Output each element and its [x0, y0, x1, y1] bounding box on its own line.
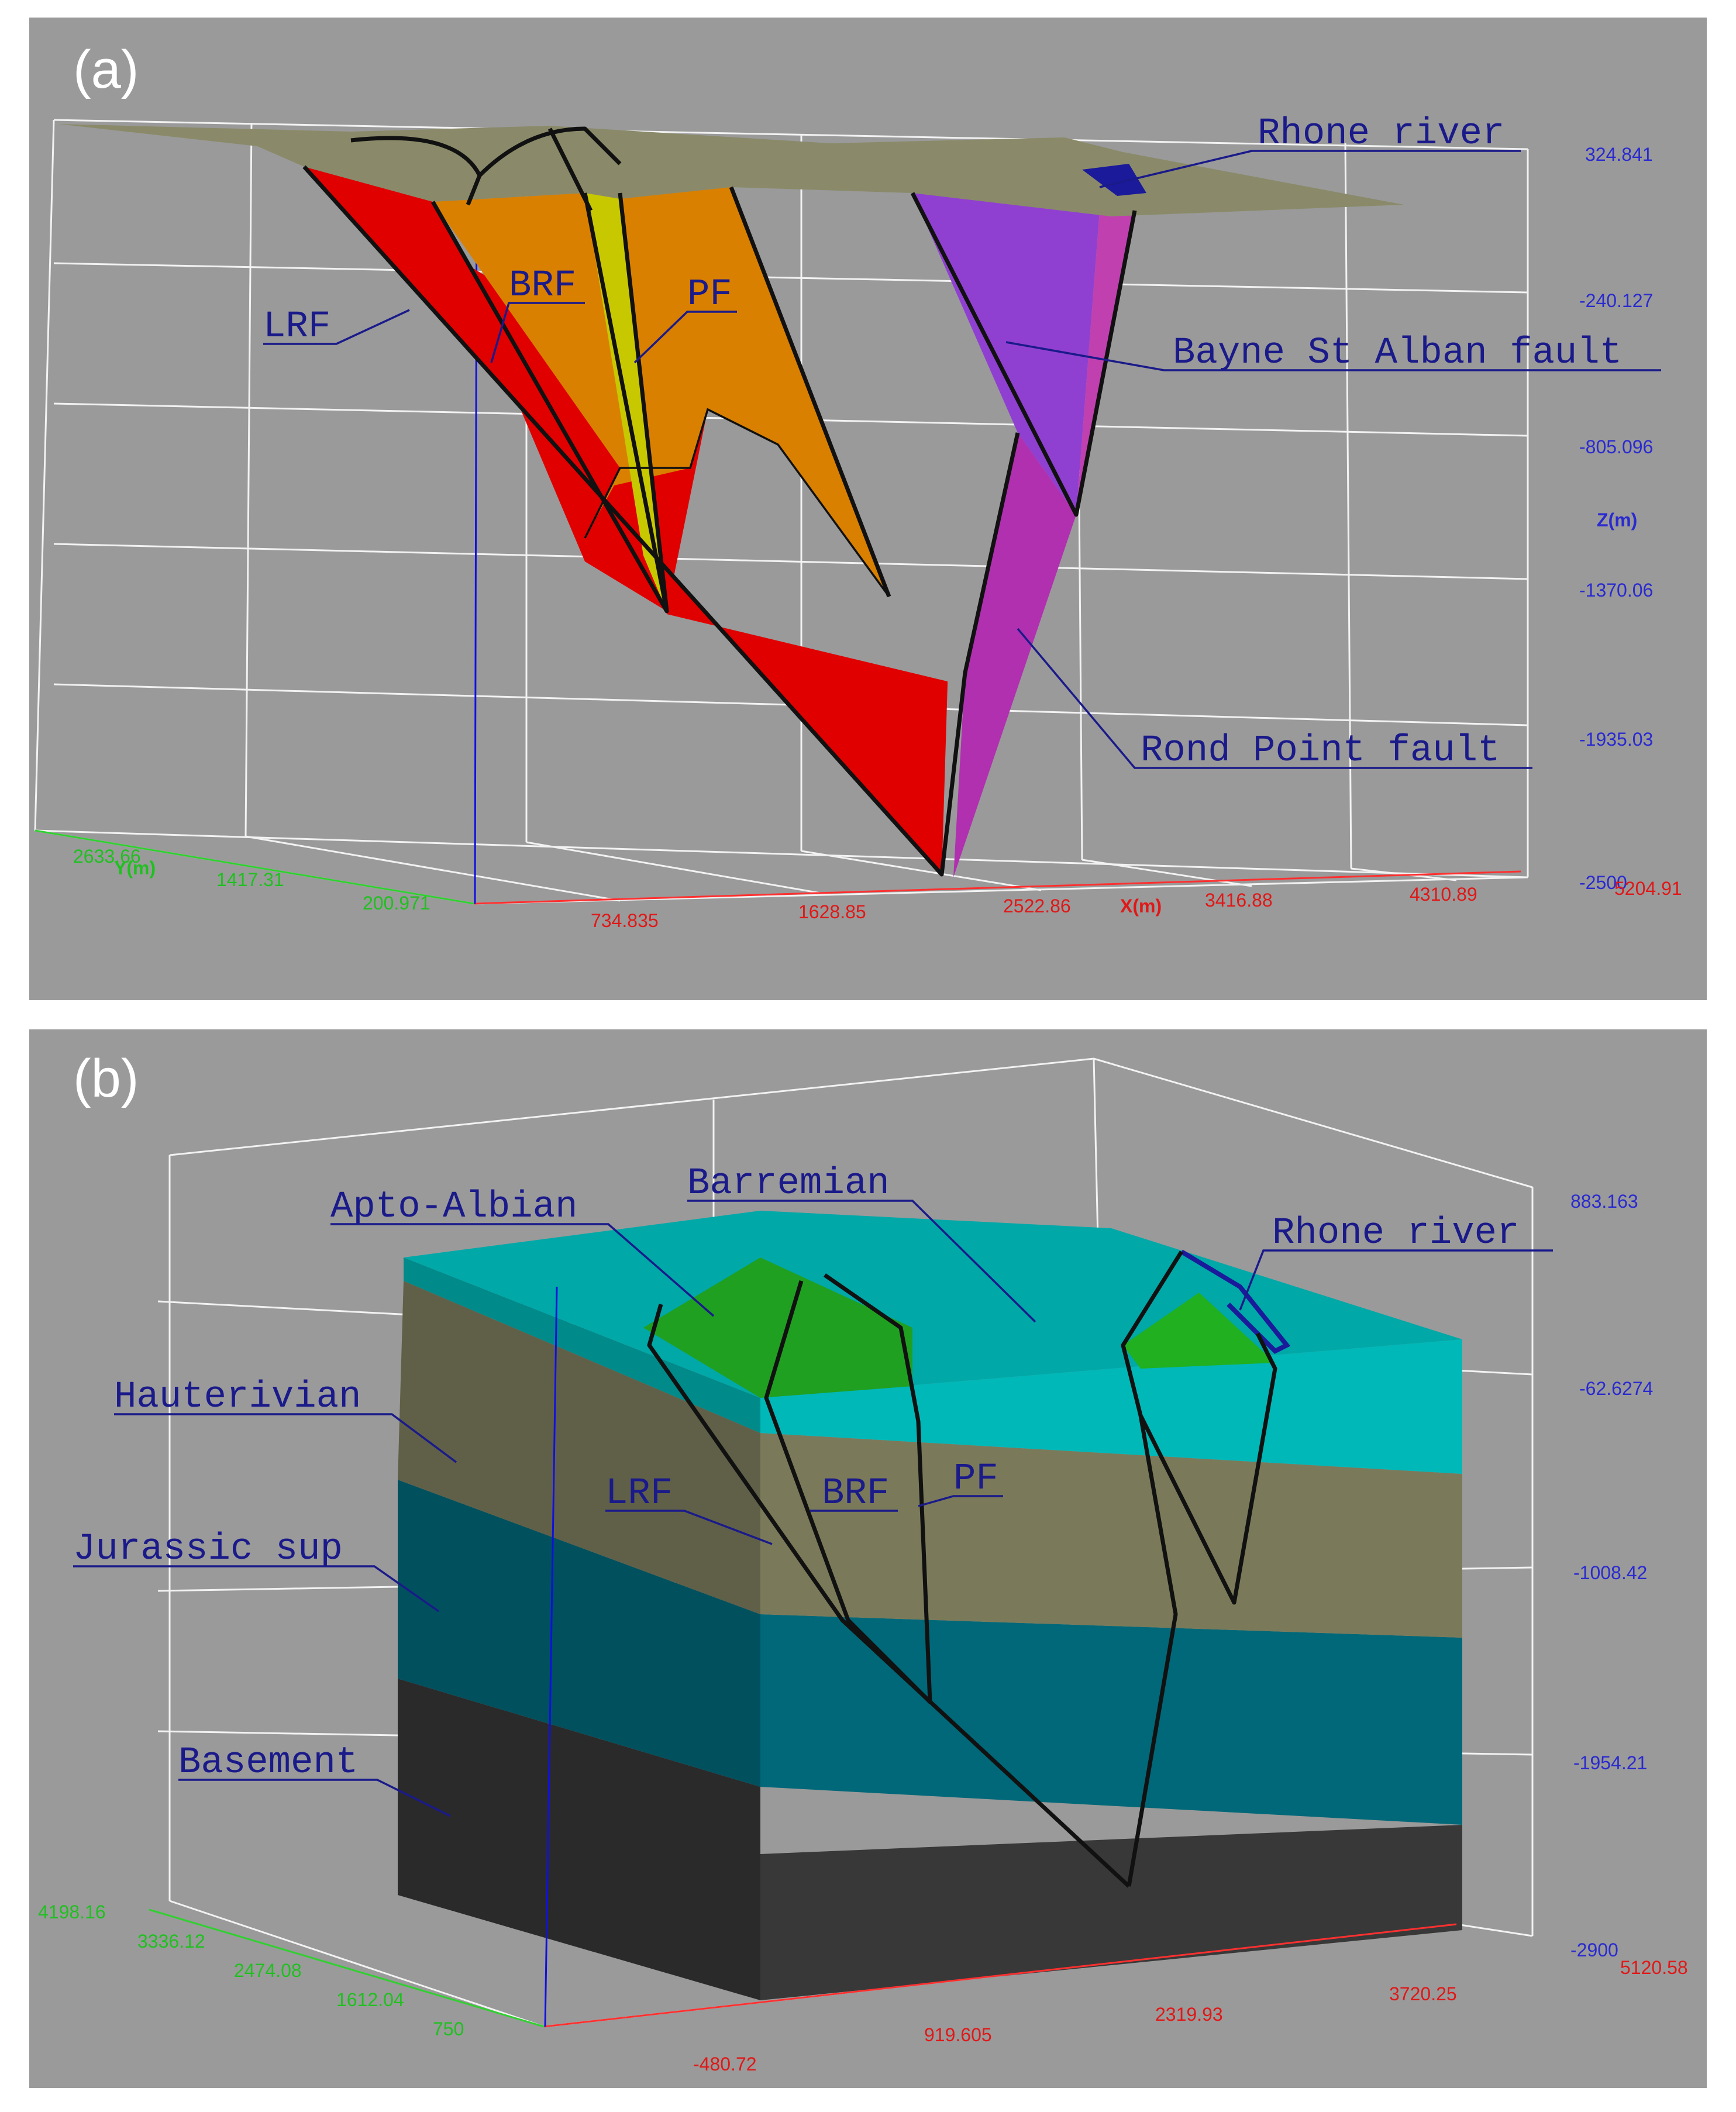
callout-rond: Rond Point fault	[1017, 628, 1532, 772]
hauterivian-front	[760, 1433, 1462, 1638]
x-tick: -480.72	[693, 2054, 757, 2075]
y-tick: 1612.04	[336, 1989, 404, 2010]
z-tick: -240.127	[1579, 290, 1653, 311]
apto-albian-left	[643, 1257, 912, 1398]
barremian-front	[760, 1339, 1462, 1474]
rond-surface	[953, 433, 1076, 877]
basement-front	[760, 1825, 1462, 2000]
brf-trace	[430, 201, 669, 612]
callout-hauterivian: Hauterivian	[114, 1376, 457, 1463]
x-tick: 1628.85	[798, 901, 866, 922]
x-tick: 2522.86	[1003, 895, 1071, 917]
y-tick: 200.971	[363, 893, 430, 914]
callout-lrf: LRF	[263, 306, 410, 348]
brf-surface	[433, 187, 889, 597]
y-tick: 3336.12	[137, 1931, 205, 1952]
callout-lrf-text: LRF	[263, 306, 330, 348]
callout-apto: Apto-Albian	[330, 1186, 715, 1317]
z-axis-name: Z(m)	[1597, 509, 1637, 530]
y-tick: 2474.08	[234, 1960, 302, 1981]
rhone-river	[1082, 164, 1146, 196]
brf-trace-b	[764, 1273, 932, 1704]
pf-trace-b	[1121, 1250, 1277, 1605]
z-tick: -1370.06	[1579, 580, 1653, 601]
callout-barremian-text: Barremian	[687, 1163, 890, 1205]
pf-trace	[583, 192, 669, 614]
callout-brf: BRF	[490, 265, 585, 363]
topography-surface	[58, 124, 1404, 216]
z-tick: -1954.21	[1573, 1752, 1647, 1773]
bayne-surface	[912, 193, 1100, 515]
callout-rond-text: Rond Point fault	[1141, 730, 1500, 772]
callout-brf-b: BRF	[810, 1473, 898, 1515]
callout-jurassic: Jurassic sup	[73, 1528, 440, 1613]
callout-lrf-b-text: LRF	[605, 1473, 673, 1515]
x-tick: 919.605	[924, 2024, 992, 2045]
callout-hauterivian-text: Hauterivian	[114, 1376, 361, 1418]
z-axis-line-b	[544, 1286, 558, 2027]
callout-rhone-b-text: Rhone river	[1272, 1212, 1519, 1255]
x-axis-name: X(m)	[1120, 895, 1162, 917]
x-tick: 3416.88	[1205, 890, 1273, 911]
callout-apto-text: Apto-Albian	[330, 1186, 577, 1228]
z-tick: -805.096	[1579, 436, 1653, 457]
x-axis-line-b	[543, 1923, 1457, 2028]
callout-rhone-b: Rhone river	[1239, 1212, 1553, 1311]
y-axis-name: Y(m)	[114, 857, 156, 878]
callout-brf-text: BRF	[509, 265, 576, 307]
surface-traces	[350, 126, 622, 212]
jurassic-side	[398, 1480, 760, 1787]
callout-bayne-text: Bayne St Alban fault	[1173, 332, 1622, 374]
callout-jurassic-text: Jurassic sup	[73, 1528, 343, 1570]
z-tick: -1008.42	[1573, 1562, 1647, 1583]
y-axis-line	[35, 829, 474, 905]
y-tick: 2633.66	[73, 846, 141, 867]
y-tick: 4198.16	[38, 1901, 106, 1922]
z-tick: -2900	[1570, 1939, 1618, 1961]
callout-pf-b-text: PF	[953, 1458, 998, 1500]
y-axis-line-b	[149, 1908, 545, 2028]
panel-b: Apto-Albian Barremian Rhone river Hauter…	[29, 1029, 1707, 2088]
z-tick: -1935.03	[1579, 729, 1653, 750]
bayne-outline	[910, 192, 1137, 517]
z-tick: -2500	[1579, 872, 1627, 893]
callout-rhone-a-text: Rhone river	[1258, 113, 1504, 155]
x-tick: 734.835	[591, 910, 659, 931]
callout-basement-text: Basement	[178, 1742, 358, 1784]
panel-a-label: (a)	[73, 40, 139, 99]
x-axis-line	[473, 870, 1521, 905]
x-tick: 5204.91	[1614, 878, 1682, 899]
z-tick: 324.841	[1585, 144, 1653, 165]
x-tick: 2319.93	[1155, 2004, 1223, 2025]
hauterivian-side	[398, 1281, 760, 1614]
panel-b-label: (b)	[73, 1049, 139, 1108]
callout-basement: Basement	[178, 1742, 451, 1817]
callout-pf-b: PF	[918, 1458, 1003, 1507]
callout-barremian: Barremian	[687, 1163, 1036, 1323]
jurassic-front	[760, 1614, 1462, 1825]
x-tick: 4310.89	[1410, 884, 1477, 905]
x-tick: 3720.25	[1389, 1983, 1457, 2004]
z-tick: 883.163	[1570, 1191, 1638, 1212]
callout-lrf-b: LRF	[605, 1473, 773, 1545]
x-tick: 5120.58	[1620, 1957, 1688, 1978]
lrf-outline	[302, 165, 1020, 877]
callout-bayne: Bayne St Alban fault	[1005, 332, 1661, 374]
callout-rhone-a: Rhone river	[1099, 113, 1521, 188]
apto-albian-right	[1123, 1293, 1275, 1369]
callout-pf-text: PF	[687, 274, 732, 316]
lrf-intersection-line	[584, 408, 890, 598]
barremian-side	[404, 1257, 760, 1433]
pf-lower-trace-b	[1127, 1415, 1178, 1887]
brf-edge	[729, 186, 891, 598]
z-tick: -62.6274	[1579, 1378, 1653, 1399]
callout-pf: PF	[633, 274, 737, 364]
basement-side	[398, 1679, 760, 2000]
panel-a: LRF BRF PF Rhone river Bayne St Alban fa…	[29, 18, 1707, 1000]
lrf-trace-b	[647, 1304, 1131, 1888]
callout-brf-b-text: BRF	[822, 1473, 889, 1515]
y-tick: 750	[433, 2018, 464, 2039]
y-tick: 1417.31	[216, 869, 284, 890]
